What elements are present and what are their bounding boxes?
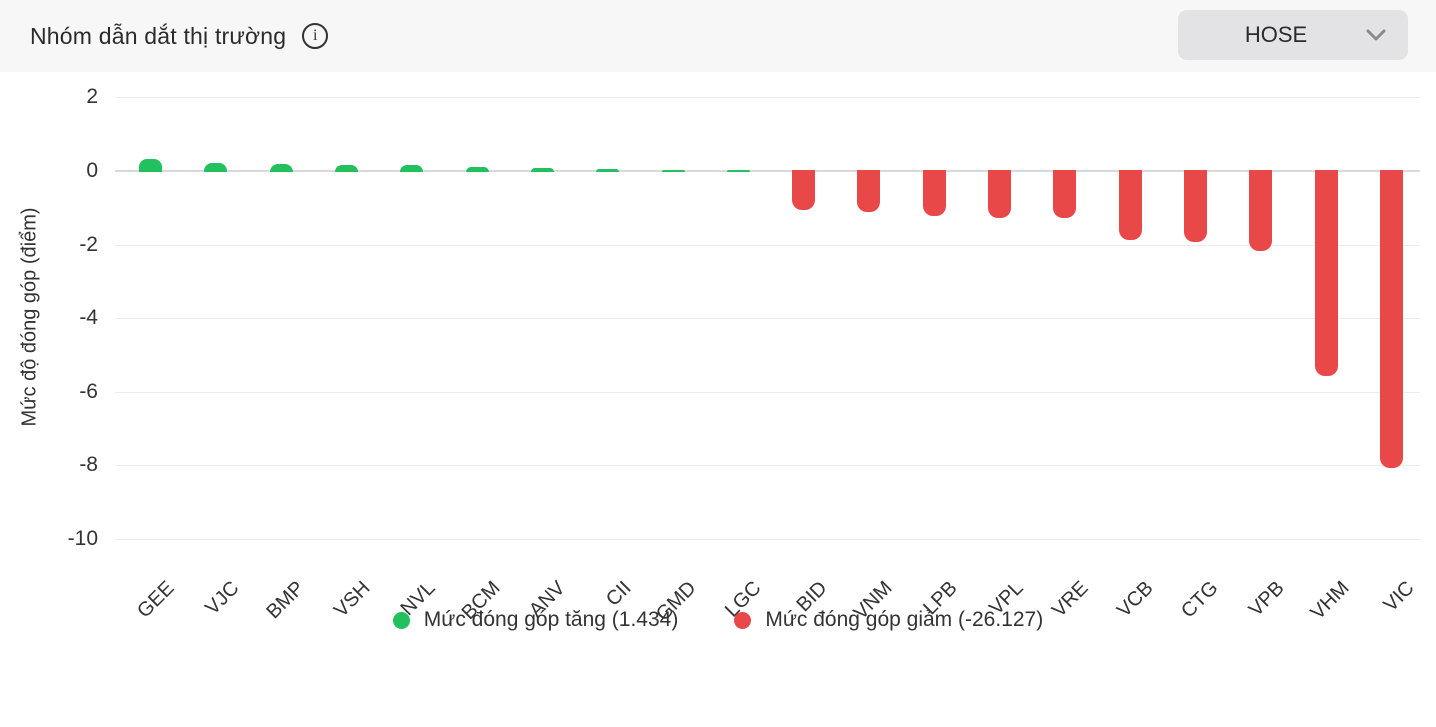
gridline <box>115 391 1420 393</box>
gridline <box>115 244 1420 246</box>
widget-header: Nhóm dẫn dắt thị trường i HOSE <box>0 0 1436 72</box>
y-tick-label: -8 <box>79 453 98 477</box>
bar-anv[interactable] <box>530 167 554 172</box>
bar-ctg[interactable] <box>1183 170 1207 242</box>
legend-dot-icon <box>734 611 752 629</box>
zero-gridline <box>115 170 1420 172</box>
bar-vsh[interactable] <box>335 165 359 172</box>
gridline <box>115 465 1420 467</box>
legend-label: Mức đóng góp tăng (1.434) <box>423 608 679 631</box>
legend-item-down[interactable]: Mức đóng góp giảm (-26.127) <box>734 608 1043 632</box>
bar-vpl[interactable] <box>988 170 1012 218</box>
bar-nvl[interactable] <box>400 165 424 172</box>
bar-bcm[interactable] <box>465 166 489 172</box>
y-tick-label: 2 <box>86 85 98 109</box>
legend-item-up[interactable]: Mức đóng góp tăng (1.434) <box>392 608 679 632</box>
exchange-dropdown[interactable]: HOSE <box>1178 10 1408 60</box>
bar-vpb[interactable] <box>1249 170 1273 251</box>
info-icon[interactable]: i <box>302 23 329 49</box>
y-tick-label: -4 <box>79 306 98 330</box>
bar-vhm[interactable] <box>1314 170 1338 377</box>
legend-label: Mức đóng góp giảm (-26.127) <box>765 608 1044 631</box>
bar-gmd[interactable] <box>661 169 685 172</box>
bar-vcb[interactable] <box>1118 170 1142 240</box>
bar-lpb[interactable] <box>922 170 946 216</box>
gridline <box>115 539 1420 540</box>
bar-vic[interactable] <box>1379 170 1403 469</box>
bar-vjc[interactable] <box>204 163 228 172</box>
widget-title: Nhóm dẫn dắt thị trường <box>30 22 287 49</box>
bar-gee[interactable] <box>139 159 163 172</box>
bar-bmp[interactable] <box>269 163 293 172</box>
y-tick-label: 0 <box>86 159 98 182</box>
y-tick-label: -10 <box>67 527 98 550</box>
y-tick-label: -2 <box>79 232 98 256</box>
bar-vre[interactable] <box>1053 170 1077 218</box>
y-tick-label: -6 <box>79 379 98 403</box>
chevron-down-icon <box>1366 29 1386 41</box>
gridline <box>115 97 1420 99</box>
bar-vnm[interactable] <box>857 170 881 213</box>
exchange-dropdown-value: HOSE <box>1244 22 1308 47</box>
gridline <box>115 318 1420 320</box>
legend-dot-icon <box>392 611 410 629</box>
contribution-bar-chart: Mức độ đóng góp (điểm) 2 0 -2 -4 -6 -8 -10 GEE V… <box>0 72 1436 727</box>
bar-cii[interactable] <box>596 169 620 172</box>
bar-bid[interactable] <box>792 170 816 211</box>
chart-legend: Mức đóng góp tăng (1.434) Mức đóng góp gi… <box>0 598 1436 642</box>
bar-lgc[interactable] <box>726 169 750 172</box>
